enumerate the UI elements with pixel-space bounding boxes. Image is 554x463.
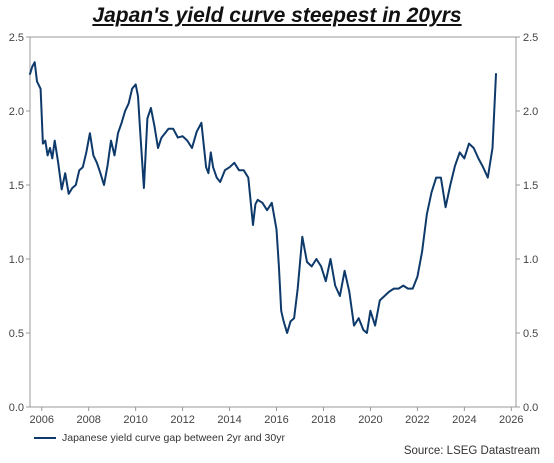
plot-frame bbox=[29, 36, 517, 408]
y-tick-label-right: 2.5 bbox=[523, 32, 538, 44]
y-tick-label: 0.5 bbox=[9, 328, 24, 340]
x-tick-label: 2020 bbox=[358, 414, 382, 426]
source-note: Source: LSEG Datastream bbox=[403, 445, 540, 457]
y-tick-label-right: 1.5 bbox=[523, 180, 538, 192]
x-tick-label: 2024 bbox=[452, 414, 476, 426]
y-tick-label: 0.0 bbox=[9, 402, 24, 414]
y-tick-label: 2.5 bbox=[9, 32, 24, 44]
series-layer bbox=[29, 61, 497, 334]
x-tick-label: 2026 bbox=[499, 414, 523, 426]
y-tick-label: 2.0 bbox=[9, 106, 24, 118]
y-tick-label-right: 0.5 bbox=[523, 328, 538, 340]
x-tick-label: 2018 bbox=[311, 414, 335, 426]
y-tick-label-right: 0.0 bbox=[523, 402, 538, 414]
y-tick-label-right: 1.0 bbox=[523, 254, 538, 266]
x-tick-label: 2012 bbox=[170, 414, 194, 426]
x-tick-label: 2006 bbox=[29, 414, 53, 426]
y-axis-right: 0.0 0.5 1.0 1.5 2.0 2.5 bbox=[516, 32, 538, 414]
x-tick-label: 2008 bbox=[76, 414, 100, 426]
x-tick-label: 2014 bbox=[217, 414, 241, 426]
legend-swatch bbox=[34, 437, 56, 439]
y-axis-left: 0.0 0.5 1.0 1.5 2.0 2.5 bbox=[9, 32, 30, 414]
legend: Japanese yield curve gap between 2yr and… bbox=[34, 432, 285, 444]
x-axis: 2006 2008 2010 2012 2014 2016 2018 2020 2022 2024… bbox=[29, 407, 524, 426]
series-line bbox=[29, 61, 497, 334]
y-tick-label: 1.5 bbox=[9, 180, 24, 192]
legend-label: Japanese yield curve gap between 2yr and… bbox=[62, 432, 285, 444]
chart-title: Japan's yield curve steepest in 20yrs bbox=[92, 4, 462, 27]
x-tick-label: 2016 bbox=[264, 414, 288, 426]
x-tick-label: 2022 bbox=[405, 414, 429, 426]
x-tick-label: 2010 bbox=[123, 414, 147, 426]
y-tick-label-right: 2.0 bbox=[523, 106, 538, 118]
y-tick-label: 1.0 bbox=[9, 254, 24, 266]
